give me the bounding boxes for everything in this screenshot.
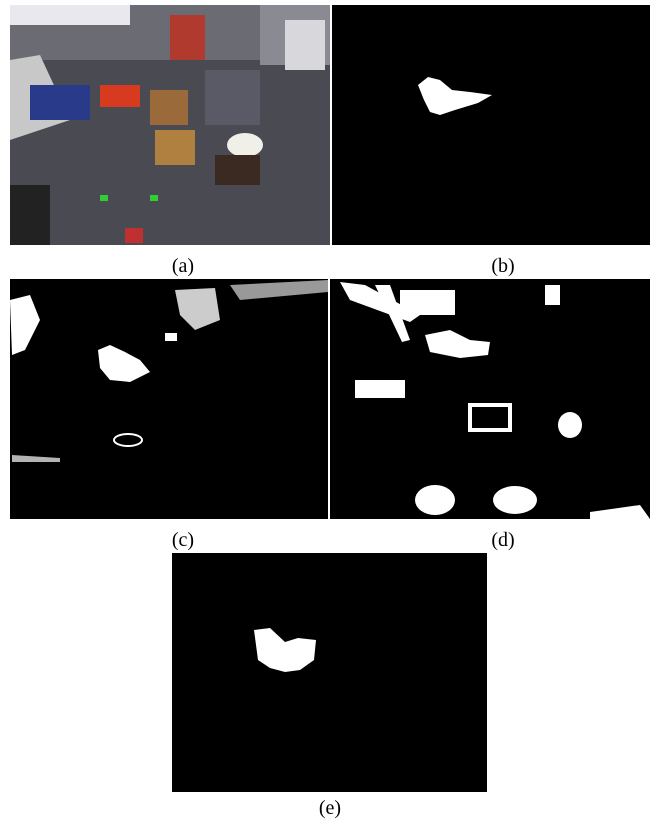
panel-label: (c): [172, 529, 194, 551]
panel-label: (e): [319, 797, 341, 819]
figure: (a) (b) (c) (d) (e): [0, 0, 659, 820]
mask-panel: [330, 279, 650, 519]
panel-label: (d): [491, 529, 514, 551]
mask-panel: [172, 553, 487, 792]
panel-label: (b): [491, 255, 514, 277]
photo-panel: [10, 5, 330, 245]
panel-label: (a): [172, 255, 194, 277]
mask-panel: [10, 279, 328, 519]
mask-panel: [332, 5, 650, 245]
